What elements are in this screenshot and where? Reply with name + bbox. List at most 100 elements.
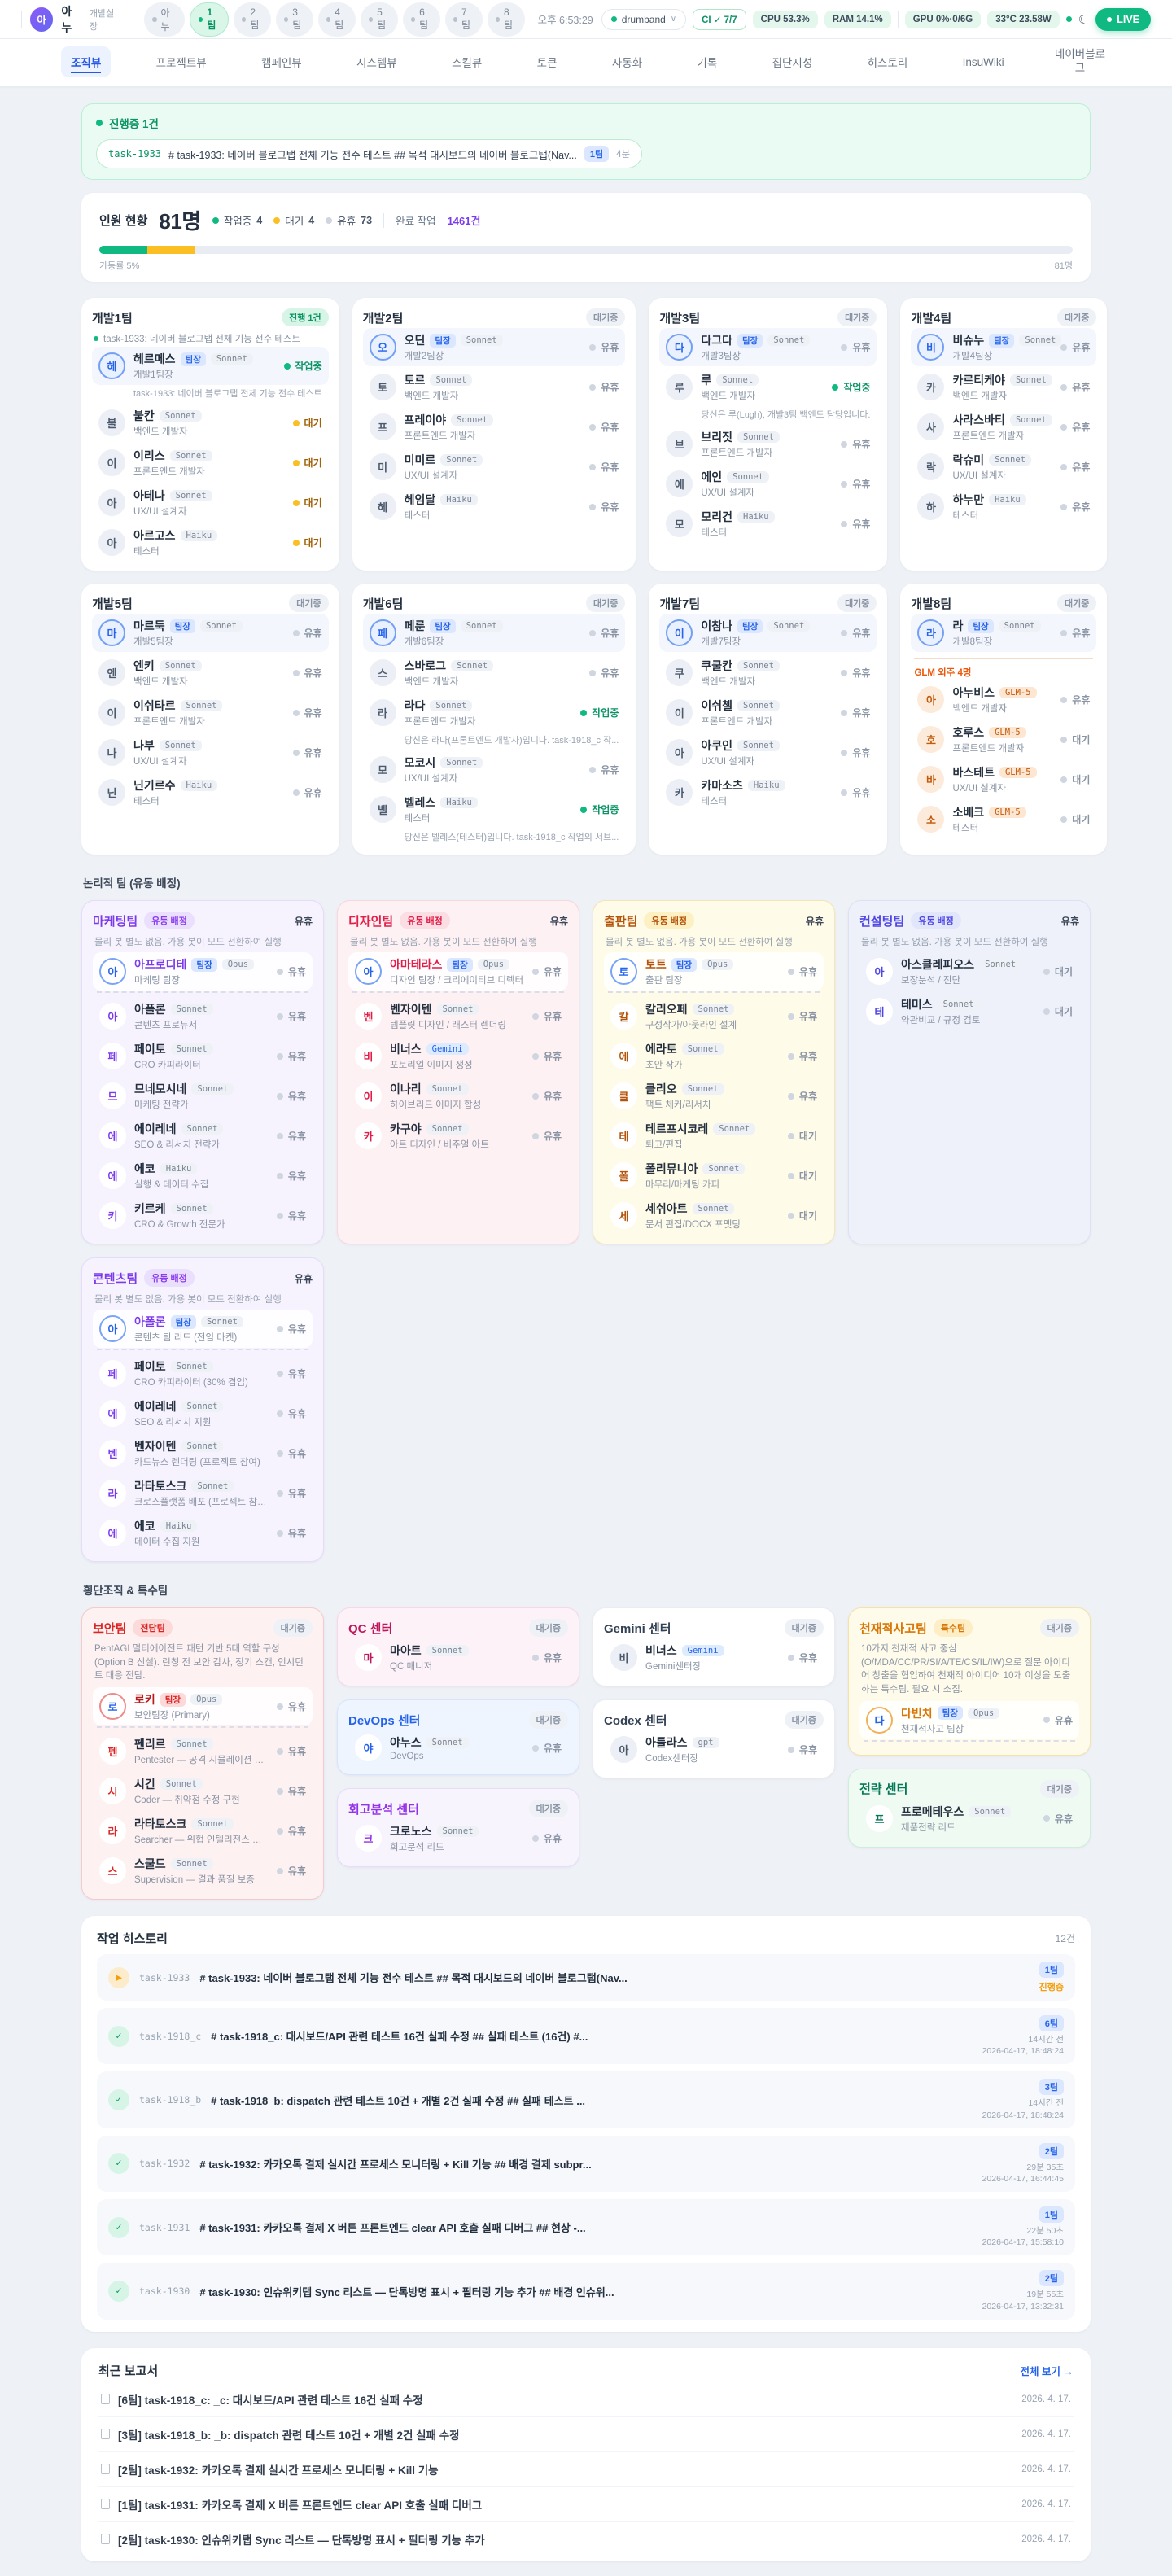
member-status: 유휴 [841,437,870,451]
tab-기록[interactable]: 기록 [687,46,727,77]
member-name: 브리짓 [701,431,733,444]
model-badge: Haiku [160,1520,198,1532]
model-badge: Sonnet [170,1738,213,1751]
tab-캠페인뷰[interactable]: 캠페인뷰 [251,46,312,77]
filter-pill-6팀[interactable]: 6팀 [402,2,440,37]
member-row-토트: 토 토트 팀장 Opus 출판 팀장 유휴 [604,952,824,991]
active-task-pill[interactable]: task-1933 # task-1933: 네이버 블로그탭 전체 기능 전수… [96,139,643,168]
member-info: 페룬 팀장 Sonnet 개발6팀장 [405,618,582,648]
member-status: 유휴 [787,964,817,978]
member-role: 보안팀장 (Primary) [134,1711,210,1721]
member-row-벤자이텐: 벤 벤자이텐 Sonnet 카드뉴스 렌더링 (프로젝트 참여) 유휴 [93,1434,313,1472]
report-row-3[interactable]: [2팀] task-1932: 카카오톡 결제 실시간 프로세스 모니터링 + … [98,2452,1074,2487]
member-role: 데이터 수집 지원 [134,1537,200,1547]
report-row-5[interactable]: [2팀] task-1930: 인슈위키탭 Sync 리스트 — 단톡방명 표시… [98,2522,1074,2556]
tab-자동화[interactable]: 자동화 [602,46,652,77]
member-name-row: 카마소츠 Haiku [701,777,833,794]
tab-네이버블로그[interactable]: 네이버블로그 [1049,46,1111,77]
filter-pill-1팀[interactable]: 1팀 [190,2,230,37]
member-role: 백엔드 개발자 [701,391,756,401]
member-role: 백엔드 개발자 [133,427,188,437]
filter-pill-8팀[interactable]: 8팀 [487,2,525,37]
report-row-2[interactable]: [3팀] task-1918_b: _b: dispatch 관련 테스트 10… [98,2417,1074,2452]
history-row-task-1931[interactable]: ✓ task-1931 # task-1931: 카카오톡 결제 X 버튼 프론트엔… [97,2199,1075,2256]
pill-label: 8팀 [503,7,513,31]
model-badge: Haiku [737,511,775,523]
member-status: 대기 [1060,772,1090,786]
user-avatar[interactable]: 아 [29,7,54,32]
member-info: 아쿠인 Sonnet UX/UI 설계자 [701,737,833,768]
tab-집단지성[interactable]: 집단지성 [763,46,823,77]
member-status: 유휴 [531,1049,562,1063]
filter-pill-4팀[interactable]: 4팀 [317,2,356,37]
tab-InsuWiki[interactable]: InsuWiki [953,49,1014,76]
history-row-task-1932[interactable]: ✓ task-1932 # task-1932: 카카오톡 결제 실시간 프로세스 … [97,2135,1075,2193]
team-card-header: QC 센터 대기중 [348,1619,568,1637]
status-dot [292,669,300,676]
special-card-천재적사고팀: 천재적사고팀 특수팀 대기중 10가지 천재적 사고 중심(O/MDA/CC/PR/S… [848,1607,1091,1756]
history-time: 22분 50초 2026-04-17, 15:58:10 [982,2225,1064,2248]
dark-mode-toggle-icon[interactable]: ☾ [1078,12,1090,27]
task-title: # task-1933: 네이버 블로그탭 전체 기능 전수 테스트 ## 목적… [168,149,577,161]
member-role: UX/UI 설계자 [701,488,754,498]
member-info: 벤자이텐 Sonnet 템플릿 디자인 / 래스터 렌더링 [390,1001,524,1031]
team-card-header: 출판팀 유동 배정 유휴 [604,912,824,929]
avatar: 소 [917,806,945,833]
avatar: 이 [666,619,693,646]
tab-시스템뷰[interactable]: 시스템뷰 [347,46,407,77]
filter-pill-5팀[interactable]: 5팀 [360,2,398,37]
team-tag-badge: 특수팀 [933,1619,973,1637]
tab-스킬뷰[interactable]: 스킬뷰 [442,46,492,77]
member-info: 라타토스크 Sonnet Searcher — 위협 인텔리전스 수집 [134,1816,269,1846]
member-status: 대기 [1060,812,1090,826]
view-all-link[interactable]: 전체 보기 → [1020,2365,1074,2377]
status-dot [787,1132,794,1139]
legend-dot [326,216,333,224]
member-name: 헤르메스 [133,352,176,365]
dashed-divider [864,1739,1075,1742]
member-info: 헤르메스 팀장 Sonnet 개발1팀장 [133,351,276,381]
avatar: 라 [369,699,396,726]
member-row-페이토: 페 페이토 Sonnet CRO 카피라이터 (30% 겸업) 유휴 [93,1354,313,1393]
status-label: 유휴 [287,1368,306,1380]
member-name: 아스클레피오스 [901,958,975,971]
tab-토큰[interactable]: 토큰 [527,46,567,77]
team-state-badge: 진행 1건 [282,308,329,326]
report-row-1[interactable]: [6팀] task-1918_c: _c: 대시보드/API 관련 테스트 16… [98,2382,1074,2417]
member-row-므네모시네: 므 므네모시네 Sonnet 마케팅 전략가 유휴 [93,1077,313,1115]
tab-프로젝트뷰[interactable]: 프로젝트뷰 [146,46,216,77]
member-role: QC 매니저 [390,1662,433,1672]
history-row-task-1918_b[interactable]: ✓ task-1918_b # task-1918_b: dispatch 관련 테… [97,2071,1075,2128]
status-label: 유휴 [601,422,619,433]
history-timestamp: 2026-04-17, 18:48:24 [982,2046,1064,2057]
avatar: 에 [610,1043,637,1069]
status-dot [1060,463,1068,470]
leader-badge: 팀장 [180,352,206,366]
session-select[interactable]: drumband ∨ [601,8,687,30]
member-info: 프로메테우스 Sonnet 제품전략 리드 [901,1804,1035,1834]
live-button[interactable]: LIVE [1095,7,1152,31]
history-ago: 22분 50초 [1026,2226,1064,2237]
history-row-task-1930[interactable]: ✓ task-1930 # task-1930: 인슈위키탭 Sync 리스트 — … [97,2263,1075,2320]
history-state-label: 진행중 [1039,1983,1064,1993]
report-row-4[interactable]: [1팀] task-1931: 카카오톡 결제 X 버튼 프론트엔드 clear… [98,2487,1074,2522]
member-name: 라다 [404,699,426,712]
filter-pill-7팀[interactable]: 7팀 [444,2,483,37]
report-title: [2팀] task-1932: 카카오톡 결제 실시간 프로세스 모니터링 + … [118,2464,439,2477]
member-name: 아테나 [133,489,165,502]
status-dot [589,669,597,676]
member-name-row: 이나리 Sonnet [390,1081,524,1097]
history-row-task-1933[interactable]: ▶ task-1933 # task-1933: 네이버 블로그탭 전체 기능 전수… [97,1954,1075,2001]
team-card-개발4팀: 개발4팀 대기중 비 비슈누 팀장 Sonnet 개발4팀장 유휴 카 카르티케야 Sonnet 백엔… [900,298,1108,571]
tab-조직뷰[interactable]: 조직뷰 [61,46,112,77]
member-status: 유휴 [1060,420,1090,434]
member-name: 아마테라스 [390,958,443,971]
member-status: 유휴 [276,964,306,978]
cpu-chip: CPU 53.3% [752,10,818,28]
tab-히스토리[interactable]: 히스토리 [858,46,918,77]
filter-pill-3팀[interactable]: 3팀 [275,2,313,37]
dashed-divider [608,991,820,993]
filter-pill-2팀[interactable]: 2팀 [234,2,271,37]
filter-pill-아누[interactable]: 아누 [144,2,186,37]
history-row-task-1918_c[interactable]: ✓ task-1918_c # task-1918_c: 대시보드/API 관련 테… [97,2008,1075,2065]
